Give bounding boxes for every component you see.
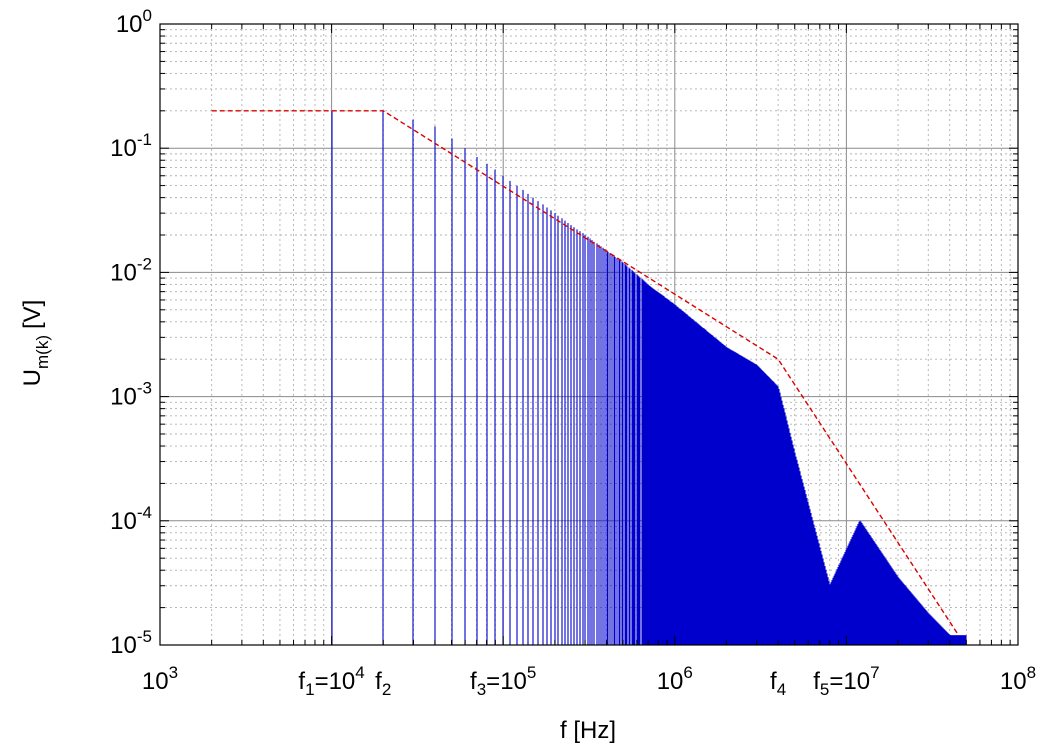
tick-base: 10: [1000, 668, 1027, 695]
tick-marks: [159, 23, 1019, 646]
x-marker-label: f5=107: [813, 663, 879, 699]
marker-symbol: f: [298, 668, 305, 695]
y-axis-title: Um(k) [V]: [19, 300, 52, 387]
tick-base: 10: [110, 259, 137, 286]
impulse-series: [331, 110, 967, 645]
y-axis-title-main: U: [19, 369, 46, 386]
marker-index: 5: [820, 680, 829, 699]
x-marker-label: f1=104: [298, 663, 364, 699]
tick-exponent: 6: [683, 663, 692, 682]
y-tick-label: 10-5: [110, 627, 152, 659]
tick-exponent: -4: [137, 503, 152, 522]
marker-symbol: f: [813, 668, 820, 695]
x-tick-label: 103: [142, 663, 178, 695]
marker-exponent: 4: [355, 663, 364, 682]
tick-exponent: -2: [137, 254, 152, 273]
x-axis-title: f [Hz]: [560, 717, 616, 744]
y-tick-label: 100: [116, 6, 152, 38]
x-marker-label: f3=105: [470, 663, 536, 699]
y-axis-title-unit: [V]: [19, 300, 46, 329]
marker-index: 2: [382, 680, 391, 699]
y-tick-label: 10-3: [110, 379, 152, 411]
x-marker-label: f4: [770, 668, 786, 699]
marker-symbol: f: [470, 668, 477, 695]
envelope-line: [211, 110, 960, 636]
marker-index: 4: [777, 680, 786, 699]
tick-exponent: -3: [137, 379, 152, 398]
tick-base: 10: [110, 384, 137, 411]
marker-exponent: 7: [870, 663, 879, 682]
marker-value: =10: [315, 668, 356, 695]
tick-base: 10: [116, 11, 143, 38]
marker-symbol: f: [770, 668, 777, 695]
y-tick-label: 10-2: [110, 254, 152, 286]
marker-value: =10: [829, 668, 870, 695]
x-tick-label: 106: [657, 663, 693, 695]
marker-exponent: 5: [527, 663, 536, 682]
marker-value: =10: [486, 668, 527, 695]
plot-frame: [159, 23, 1019, 646]
marker-symbol: f: [375, 668, 382, 695]
tick-base: 10: [110, 135, 137, 162]
y-axis-title-sub: m(k): [33, 335, 52, 369]
tick-base: 10: [110, 508, 137, 535]
tick-exponent: 3: [169, 663, 178, 682]
x-marker-label: f2: [375, 668, 391, 699]
y-tick-label: 10-1: [110, 130, 152, 162]
tick-base: 10: [142, 668, 169, 695]
marker-index: 1: [305, 680, 314, 699]
tick-exponent: 8: [1027, 663, 1036, 682]
x-tick-label: 108: [1000, 663, 1036, 695]
envelope-series: [211, 110, 960, 636]
tick-exponent: 0: [143, 6, 152, 25]
y-tick-label: 10-4: [110, 503, 152, 535]
marker-index: 3: [477, 680, 486, 699]
tick-exponent: -5: [137, 627, 152, 646]
tick-base: 10: [110, 632, 137, 659]
tick-exponent: -1: [137, 130, 152, 149]
tick-base: 10: [657, 668, 684, 695]
